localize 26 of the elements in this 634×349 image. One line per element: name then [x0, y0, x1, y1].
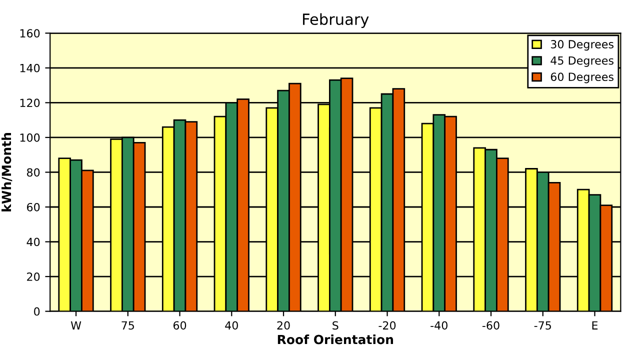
x-tick-label: W [70, 321, 82, 330]
x-axis-title: Roof Orientation [278, 334, 394, 344]
y-axis-title: kWh/Month [2, 133, 12, 212]
y-tick-label: 20 [27, 272, 40, 281]
y-tick-label: 140 [20, 64, 40, 72]
x-tick-label: 20 [277, 321, 290, 330]
legend-label: 45 Degrees [550, 56, 614, 67]
x-tick-label: 40 [225, 321, 238, 330]
x-tick-label: -60 [482, 321, 500, 330]
y-tick-label: 100 [20, 133, 40, 142]
y-tick-label: 40 [26, 238, 40, 246]
x-tick-label: 60 [173, 321, 186, 330]
y-tick-label: 0 [34, 307, 40, 316]
x-tick-label: 75 [122, 321, 134, 330]
y-tick-label: 160 [20, 29, 40, 38]
x-tick-label: S [332, 321, 338, 330]
y-tick-label: 80 [26, 168, 40, 177]
x-tick-label: -75 [534, 321, 551, 330]
y-tick-label: 120 [20, 98, 40, 108]
chart-title: February [303, 13, 369, 28]
x-tick-label: E [592, 321, 598, 330]
legend-label: 60 Degrees [550, 72, 614, 84]
x-tick-label: -20 [378, 321, 396, 330]
x-tick-label: -40 [430, 321, 448, 330]
y-tick-label: 60 [27, 202, 40, 212]
legend-label: 30 Degrees [550, 40, 614, 51]
